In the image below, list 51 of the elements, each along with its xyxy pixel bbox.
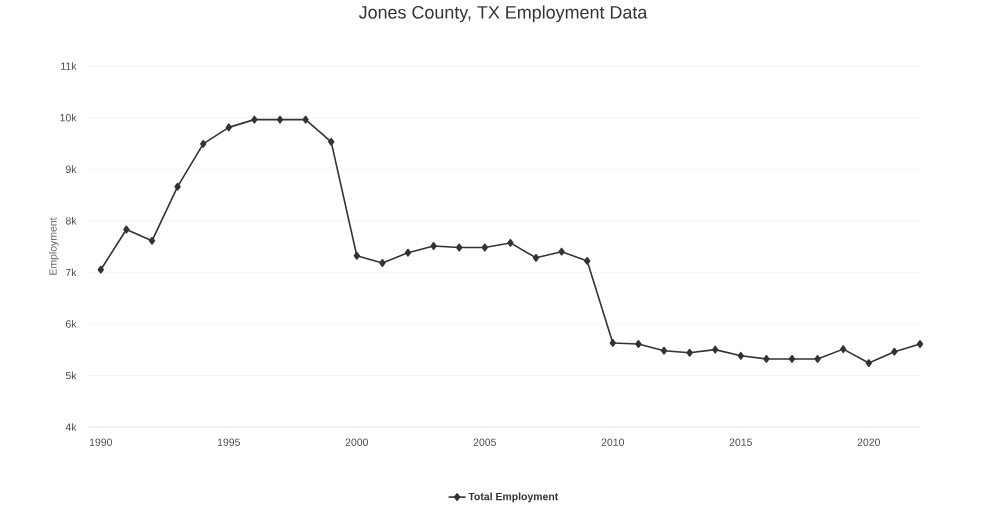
x-tick-label: 1995: [217, 438, 240, 446]
x-tick-label: 2015: [729, 438, 752, 446]
y-tick-label: 8k: [65, 216, 77, 225]
x-tick-label: 2000: [345, 438, 369, 446]
point: [532, 253, 540, 262]
point: [404, 248, 412, 257]
point: [225, 123, 232, 132]
x-tick-label: 2010: [601, 438, 625, 446]
point: [558, 247, 565, 256]
point: [712, 345, 719, 354]
point: [763, 354, 770, 363]
point: [865, 359, 872, 368]
point: [737, 351, 744, 360]
point: [353, 251, 360, 260]
x-tick-label: 2020: [857, 438, 881, 446]
y-axis-title: Employment: [49, 217, 59, 275]
point: [97, 265, 104, 274]
point: [302, 115, 309, 124]
y-tick-label: 5k: [65, 371, 77, 380]
point: [174, 182, 181, 191]
y-tick-label: 4k: [65, 423, 77, 431]
point: [660, 346, 668, 355]
point: [123, 225, 130, 234]
point: [635, 339, 642, 348]
point: [916, 339, 924, 348]
y-tick-label: 10k: [60, 113, 77, 122]
point: [686, 348, 693, 357]
point: [148, 236, 156, 245]
x-tick-label: 1990: [89, 438, 113, 446]
point: [788, 354, 796, 363]
y-tick-label: 6k: [65, 320, 77, 328]
point: [430, 242, 437, 250]
chart-title: Jones County, TX Employment Data: [358, 5, 648, 23]
point: [891, 347, 898, 356]
point: [276, 115, 284, 124]
y-tick-label: 7k: [65, 268, 77, 277]
legend-label: Total Employment: [468, 492, 559, 503]
point: [328, 137, 335, 146]
point: [456, 243, 463, 252]
point: [481, 243, 488, 252]
x-tick-label: 2005: [473, 438, 496, 446]
point: [840, 345, 847, 354]
point: [814, 354, 821, 363]
point: [507, 238, 514, 247]
point: [609, 338, 616, 347]
y-tick-label: 9k: [65, 165, 77, 173]
point: [584, 256, 591, 265]
y-tick-label: 11k: [61, 62, 77, 70]
point: [200, 139, 207, 148]
point: [379, 259, 386, 267]
point: [251, 115, 258, 124]
